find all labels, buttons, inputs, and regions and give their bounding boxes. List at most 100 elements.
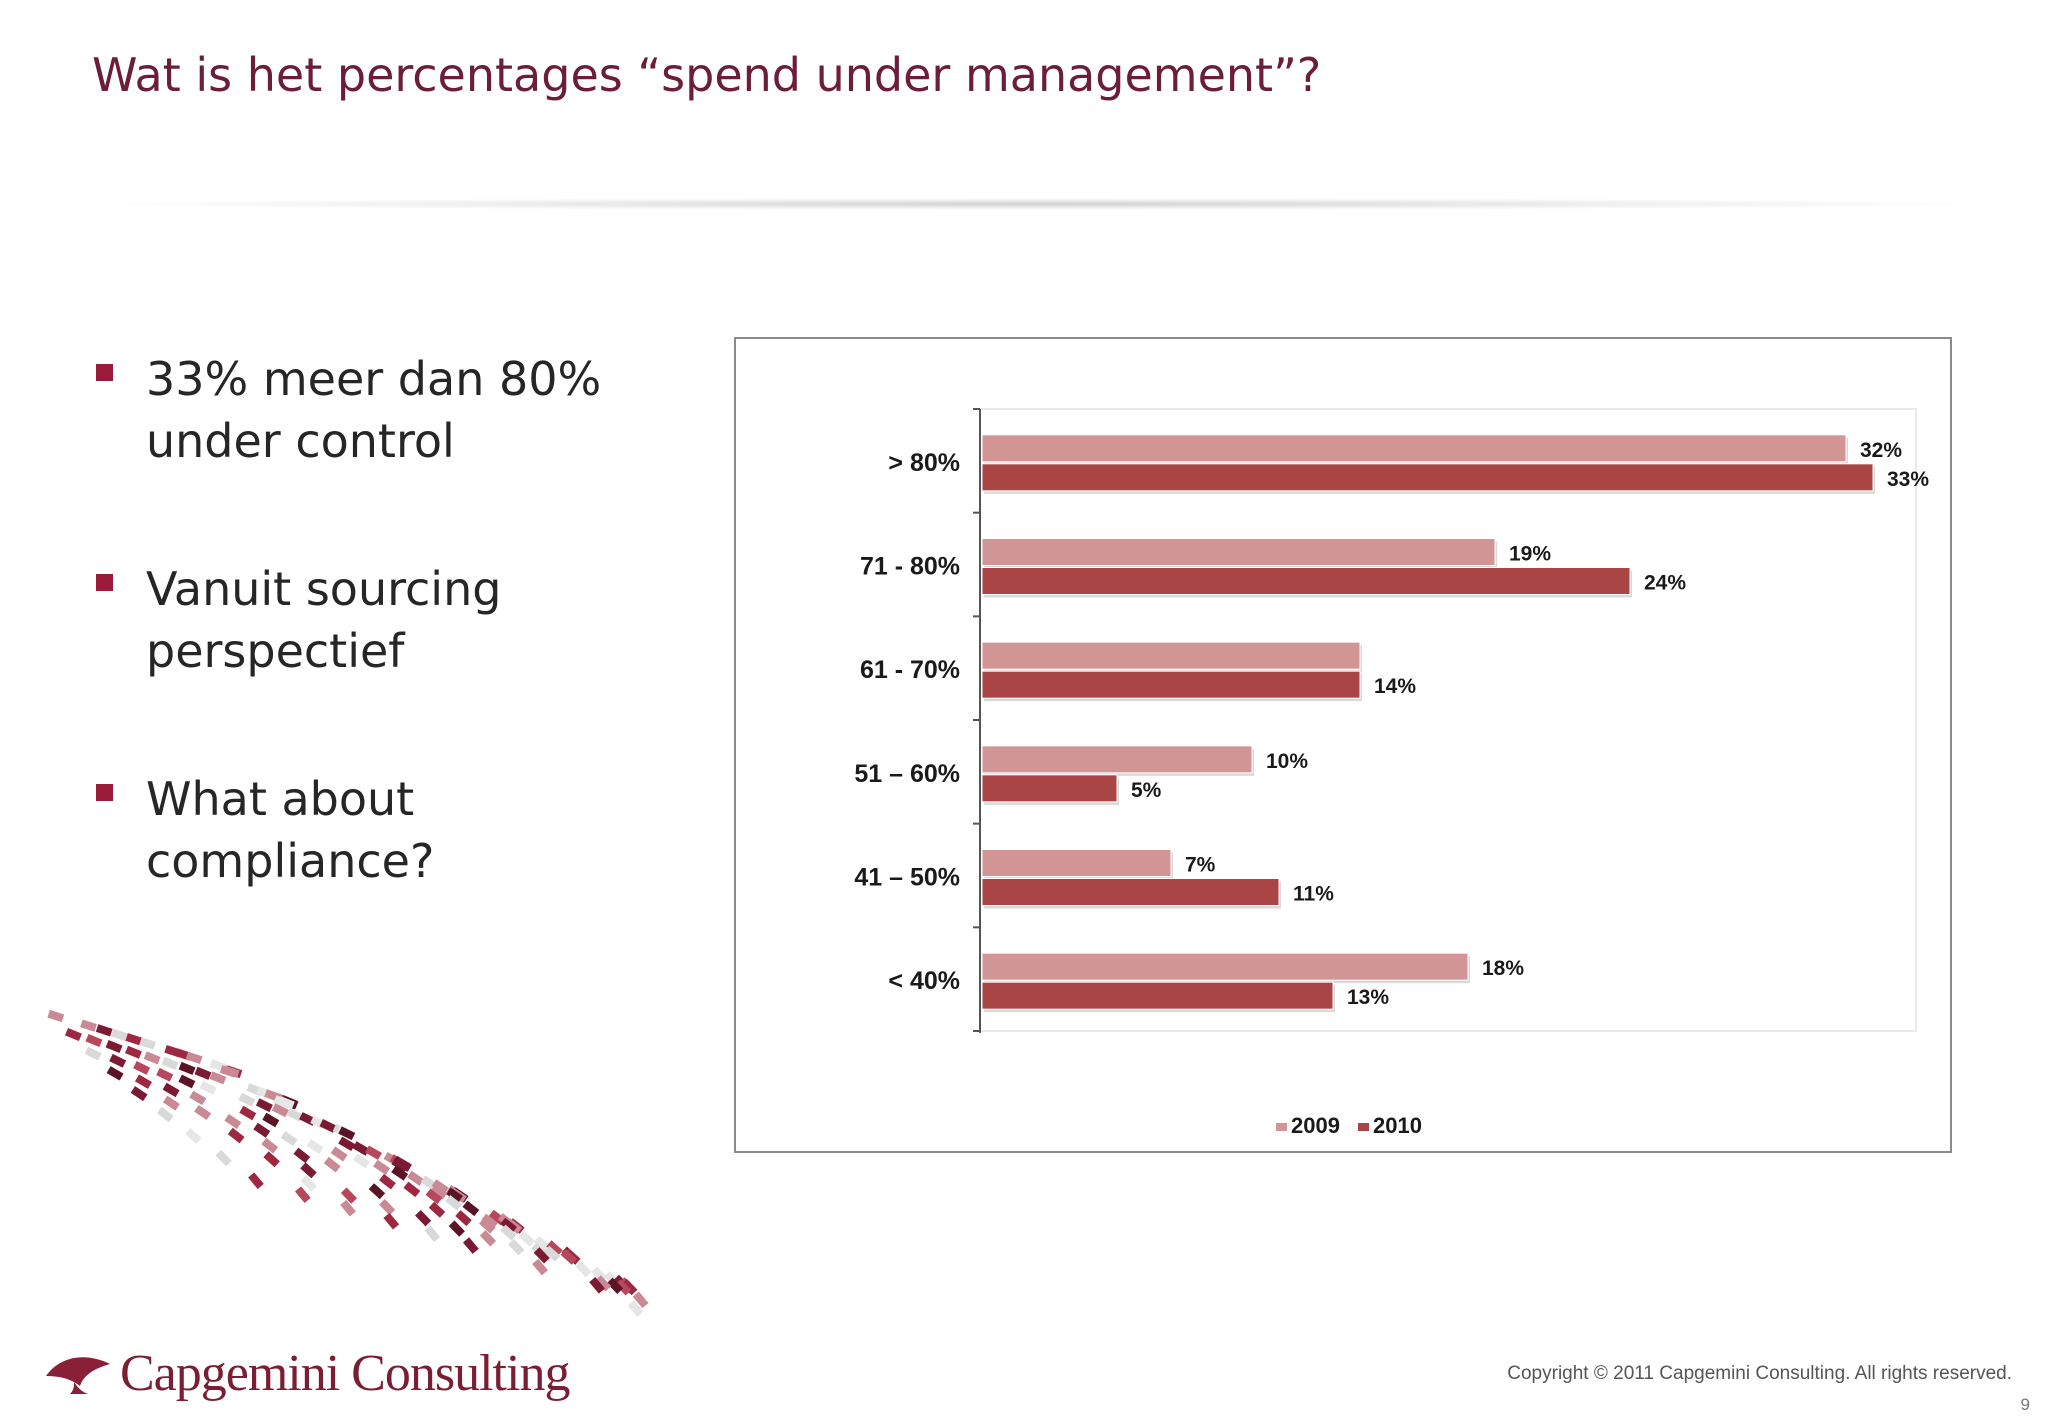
mosaic-tile: [253, 1122, 271, 1138]
mosaic-tile: [383, 1212, 400, 1230]
data-label: 32%: [1860, 439, 1902, 462]
data-label: 10%: [1266, 750, 1308, 773]
mosaic-tile: [110, 1028, 128, 1041]
mosaic-tile: [239, 1105, 257, 1121]
bullet-text: 33% meer dan 80% under control: [146, 352, 602, 468]
mosaic-tile: [481, 1213, 498, 1230]
mosaic-tile: [560, 1248, 578, 1265]
mosaic-tile: [162, 1095, 180, 1111]
mosaic-tile: [273, 1095, 291, 1109]
mosaic-tile: [425, 1188, 443, 1205]
mosaic-tile: [199, 1081, 217, 1095]
mosaic-tile: [500, 1224, 517, 1241]
mosaic-tile: [330, 1146, 348, 1162]
mosaic-tile: [189, 1090, 207, 1106]
mosaic-tile: [271, 1103, 289, 1118]
mosaic-tile: [125, 1033, 143, 1046]
mosaic-tile: [546, 1240, 563, 1257]
mosaic-tile: [431, 1179, 449, 1195]
mosaic-tile: [595, 1275, 612, 1292]
mosaic-tile: [185, 1051, 203, 1064]
bar-2009: [981, 849, 1172, 877]
mosaic-tile: [294, 1186, 311, 1204]
bar-2010: [981, 774, 1118, 803]
mosaic-tile: [95, 1024, 113, 1037]
legend-swatch: [1276, 1123, 1287, 1131]
mosaic-tile: [446, 1187, 463, 1203]
mosaic-tile: [428, 1201, 446, 1218]
mosaic-tile: [143, 1051, 161, 1065]
mosaic-tile: [589, 1277, 605, 1294]
data-label: 13%: [1347, 986, 1389, 1009]
mosaic-tile: [532, 1258, 548, 1276]
square-bullet-icon: [96, 784, 113, 801]
bar-2009: [981, 745, 1253, 774]
mosaic-tile: [306, 1138, 324, 1155]
data-label: 7%: [1185, 854, 1216, 877]
mosaic-tile: [352, 1153, 370, 1169]
mosaic-tile: [105, 1040, 123, 1054]
mosaic-tile: [227, 1127, 245, 1144]
mosaic-tile: [462, 1237, 479, 1254]
mosaic-tile: [209, 1071, 227, 1085]
data-label: 18%: [1482, 957, 1524, 980]
mosaic-tile: [415, 1210, 432, 1227]
mosaic-tile: [508, 1239, 525, 1256]
page-number: 9: [2020, 1395, 2030, 1414]
mosaic-tile: [379, 1199, 396, 1216]
title-divider: [100, 198, 1980, 210]
mosaic-tile: [338, 1126, 356, 1141]
bar-2010: [981, 463, 1874, 492]
mosaic-tile: [615, 1279, 632, 1296]
copyright-notice: Copyright © 2011 Capgemini Consulting. A…: [1507, 1363, 2012, 1384]
data-label: 11%: [1293, 883, 1334, 906]
legend-label: 2009: [1291, 1113, 1340, 1138]
chart-frame: > 80% 32% 33% 71 - 80% 19% 24% 61 - 70% 14% 51 –…: [734, 337, 1952, 1153]
mosaic-tile: [139, 1037, 156, 1050]
mosaic-tile: [379, 1173, 396, 1190]
mosaic-tile: [575, 1261, 592, 1278]
mosaic-tile: [319, 1119, 337, 1133]
bullet-text: Vanuit sourcing perspectief: [146, 562, 502, 678]
mosaic-tile: [340, 1199, 356, 1217]
mosaic-tile: [135, 1074, 152, 1089]
mosaic-tile: [448, 1220, 465, 1237]
square-bullet-icon: [96, 364, 113, 381]
mosaic-tile: [518, 1230, 536, 1247]
mosaic-tile: [373, 1159, 391, 1175]
mosaic-tile: [178, 1061, 196, 1075]
mosaic-tile: [479, 1217, 496, 1234]
capgemini-spade-logo-icon: [46, 1357, 110, 1394]
data-label: 5%: [1131, 779, 1162, 802]
plot-area: [979, 408, 1917, 1032]
mosaic-tile: [238, 1092, 256, 1107]
mosaic-tile: [407, 1170, 425, 1186]
mosaic-tile: [430, 1184, 448, 1200]
category-label: 51 – 60%: [854, 760, 960, 788]
bullet-list: 33% meer dan 80% under control Vanuit so…: [90, 348, 650, 978]
mosaic-tile: [621, 1278, 638, 1296]
mosaic-tile: [161, 1056, 179, 1070]
square-bullet-icon: [96, 574, 113, 591]
mosaic-tile: [500, 1217, 518, 1234]
mosaic-tile: [300, 1175, 317, 1192]
mosaic-tile: [391, 1157, 409, 1172]
mosaic-tile: [255, 1098, 273, 1113]
mosaic-tile: [248, 1172, 264, 1190]
bar-2010: [981, 670, 1361, 699]
mosaic-tile: [627, 1300, 644, 1317]
mosaic-tile: [262, 1112, 280, 1128]
mosaic-tile: [403, 1181, 421, 1198]
bar-chart: > 80% 32% 33% 71 - 80% 19% 24% 61 - 70% 14% 51 –…: [854, 408, 1929, 1138]
bullet-item: 33% meer dan 80% under control: [90, 348, 650, 472]
mosaic-tile: [194, 1104, 212, 1121]
mosaic-tile: [219, 1065, 237, 1078]
mosaic-tile: [156, 1067, 174, 1082]
bar-2009: [981, 538, 1496, 566]
data-label: 24%: [1644, 572, 1686, 595]
mosaic-tile: [533, 1247, 550, 1264]
mosaic-tile: [130, 1086, 148, 1102]
mosaic-tile: [300, 1162, 317, 1179]
mosaic-tile: [365, 1145, 382, 1160]
category-label: < 40%: [888, 967, 960, 995]
